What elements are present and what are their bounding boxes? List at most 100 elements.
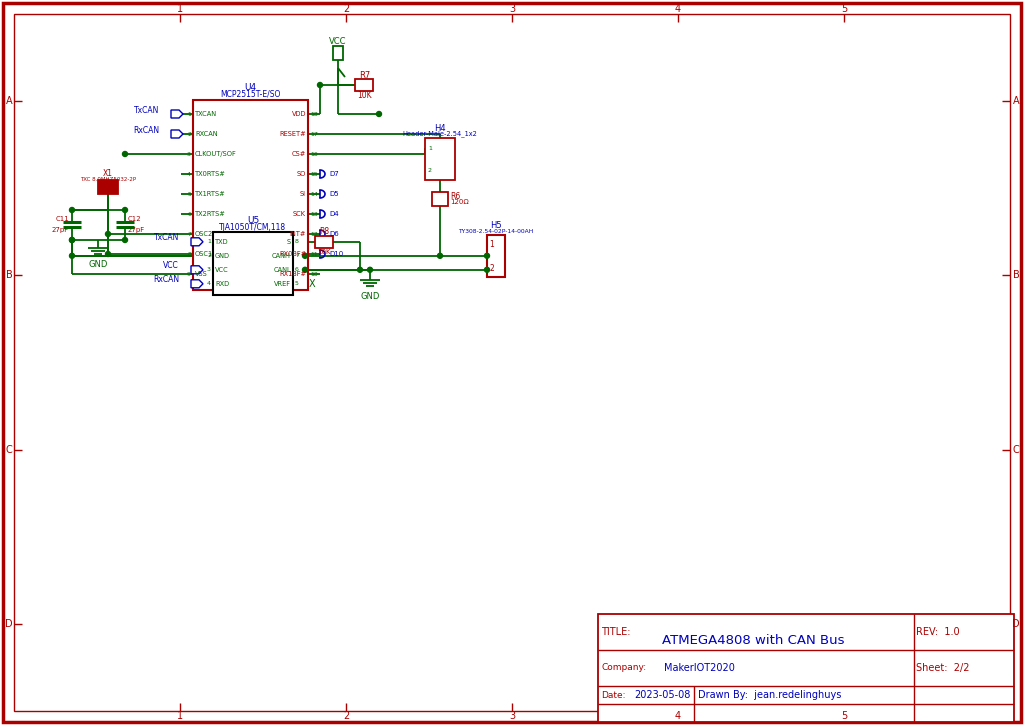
Text: 4: 4 (675, 4, 681, 14)
Text: 10: 10 (310, 271, 317, 276)
Text: SCK: SCK (293, 211, 306, 217)
Text: VDD: VDD (292, 111, 306, 117)
Text: OSC2: OSC2 (195, 231, 213, 237)
Text: C: C (1013, 444, 1019, 455)
Text: TX0RTS#: TX0RTS# (195, 171, 225, 177)
Text: R7: R7 (359, 70, 371, 80)
Circle shape (302, 268, 307, 273)
Text: TX2RTS#: TX2RTS# (195, 211, 225, 217)
Text: H5: H5 (490, 220, 502, 230)
Circle shape (368, 268, 373, 273)
Text: 14: 14 (310, 191, 317, 196)
Text: Date:: Date: (601, 690, 626, 700)
Text: TY308-2.54-02P-14-00AH: TY308-2.54-02P-14-00AH (459, 228, 534, 233)
Circle shape (70, 238, 75, 242)
Circle shape (377, 112, 382, 117)
Text: 1: 1 (177, 4, 183, 14)
Circle shape (317, 83, 323, 88)
Text: 2: 2 (343, 711, 349, 721)
Text: VREF: VREF (274, 281, 291, 287)
Text: CLKOUT/SOF: CLKOUT/SOF (195, 151, 237, 157)
Text: 5: 5 (841, 4, 847, 14)
Text: 7: 7 (187, 231, 191, 236)
Text: VSS: VSS (195, 271, 208, 277)
Text: C11: C11 (55, 216, 69, 222)
Circle shape (123, 207, 128, 212)
Text: GND: GND (360, 291, 380, 301)
Text: H4: H4 (434, 123, 445, 133)
Text: Drawn By:  jean.redelinghuys: Drawn By: jean.redelinghuys (698, 690, 842, 700)
Text: RxCAN: RxCAN (153, 276, 179, 284)
Circle shape (484, 253, 489, 258)
Text: RxCAN: RxCAN (133, 125, 159, 135)
Text: 27pF: 27pF (52, 227, 69, 233)
Text: Header-Male-2.54_1x2: Header-Male-2.54_1x2 (402, 130, 477, 137)
Circle shape (302, 253, 307, 258)
Circle shape (484, 268, 489, 273)
Text: 8: 8 (187, 252, 191, 257)
Text: C12: C12 (128, 216, 141, 222)
Text: 5: 5 (841, 711, 847, 721)
Bar (432, 192, 449, 206)
Text: 6: 6 (187, 212, 191, 217)
Bar (425, 138, 455, 180)
Text: X1: X1 (103, 168, 113, 178)
Text: 13: 13 (310, 212, 317, 217)
Text: OSC1: OSC1 (195, 251, 213, 257)
Text: TxCAN: TxCAN (133, 106, 159, 115)
Text: 3: 3 (509, 4, 515, 14)
Text: CANH: CANH (272, 253, 291, 259)
Text: TJA1050T/CM,118: TJA1050T/CM,118 (219, 223, 287, 231)
Text: 9: 9 (187, 271, 191, 276)
Text: D10: D10 (329, 251, 343, 257)
Text: B: B (5, 270, 12, 281)
Text: 4: 4 (207, 281, 211, 286)
Text: 10K: 10K (357, 91, 373, 99)
Circle shape (70, 207, 75, 212)
Text: X: X (309, 279, 315, 289)
Bar (98, 180, 118, 194)
Text: VCC: VCC (330, 37, 347, 46)
Text: 1: 1 (207, 239, 211, 244)
Text: D5: D5 (329, 191, 339, 197)
Text: D: D (5, 619, 13, 629)
Text: D6: D6 (329, 231, 339, 237)
Text: 4: 4 (675, 711, 681, 721)
Text: 1: 1 (428, 146, 432, 151)
Text: 5: 5 (295, 281, 299, 286)
Text: 2: 2 (187, 131, 191, 136)
Text: A: A (1013, 96, 1019, 106)
Text: MakerIOT2020: MakerIOT2020 (664, 663, 735, 673)
Text: RESET#: RESET# (280, 131, 306, 137)
Polygon shape (191, 238, 203, 246)
Polygon shape (171, 130, 183, 138)
Text: 16: 16 (310, 152, 317, 157)
Text: 17: 17 (310, 131, 317, 136)
Text: 7: 7 (295, 253, 299, 258)
Text: Sheet:  2/2: Sheet: 2/2 (916, 663, 970, 673)
Text: RX0BF#: RX0BF# (279, 251, 306, 257)
Text: 1: 1 (177, 711, 183, 721)
Text: D4: D4 (329, 211, 339, 217)
Text: 1: 1 (187, 112, 191, 117)
Text: TxCAN: TxCAN (154, 233, 179, 242)
Bar (333, 46, 343, 60)
Bar (315, 236, 333, 248)
Text: CS#: CS# (292, 151, 306, 157)
Text: D7: D7 (329, 171, 339, 177)
Text: R6: R6 (450, 191, 460, 201)
Circle shape (123, 152, 128, 157)
Text: 2023-05-08: 2023-05-08 (634, 690, 690, 700)
Text: 8: 8 (295, 239, 299, 244)
Text: 1: 1 (489, 239, 494, 249)
Text: A: A (6, 96, 12, 106)
Text: 5: 5 (187, 191, 191, 196)
Text: GND: GND (88, 260, 108, 269)
Text: ATMEGA4808 with CAN Bus: ATMEGA4808 with CAN Bus (662, 634, 844, 647)
Text: SO: SO (297, 171, 306, 177)
Circle shape (70, 253, 75, 258)
Circle shape (105, 231, 111, 236)
Circle shape (70, 238, 75, 242)
Text: 3: 3 (509, 711, 515, 721)
Text: TXC 8.0MHZ5032-2P: TXC 8.0MHZ5032-2P (80, 176, 136, 181)
